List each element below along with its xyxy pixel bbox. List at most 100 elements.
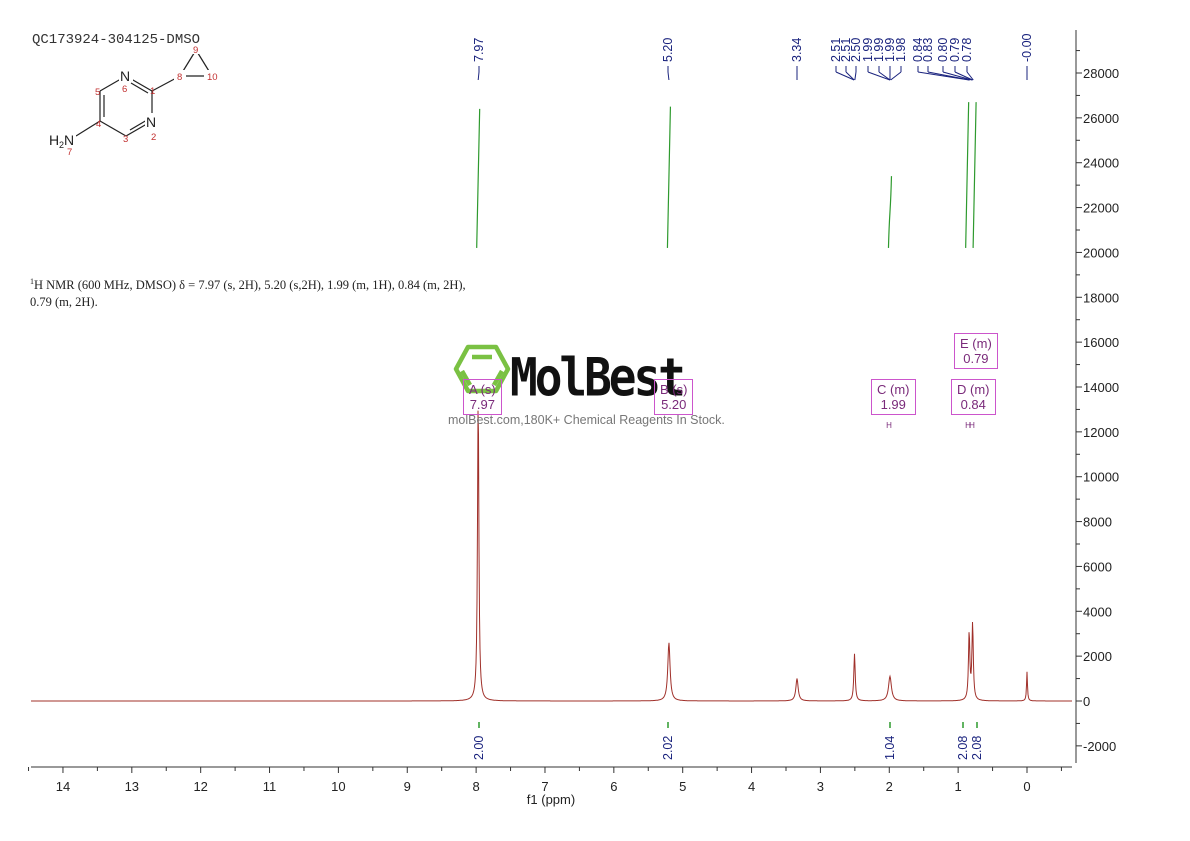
x-tick-label: 10 (331, 779, 345, 794)
atom-number-9: 9 (193, 45, 198, 56)
atom-number-6: 6 (122, 84, 127, 95)
y-tick-label: 16000 (1083, 335, 1119, 350)
y-tick-label: 2000 (1083, 649, 1112, 664)
peak-label: 1.99 (883, 38, 897, 62)
x-tick-label: 11 (263, 779, 277, 794)
atom-h2n: H (49, 132, 59, 148)
multiplet-box-e: E (m) 0.79 (954, 333, 998, 369)
y-tick-label: -2000 (1083, 739, 1116, 754)
watermark-brand: MolBest (510, 346, 686, 409)
atom-n7: N (64, 132, 74, 148)
integral-value: 2.08 (956, 736, 970, 760)
x-tick-label: 13 (125, 779, 139, 794)
sample-id: QC173924-304125-DMSO (32, 32, 201, 48)
peak-label-connector (966, 71, 974, 81)
peak-label-connector (954, 71, 973, 81)
multiplet-box-c: C (m) 1.99 (871, 379, 916, 415)
atom-number-3: 3 (123, 134, 128, 145)
integral-value: 1.04 (883, 736, 897, 760)
atom-number-8: 8 (177, 72, 182, 83)
peak-label: 0.83 (921, 38, 935, 62)
peak-label: 1.98 (894, 38, 908, 62)
peak-label: 0.80 (936, 38, 950, 62)
y-tick-label: 14000 (1083, 380, 1119, 395)
peak-label: 2.50 (849, 38, 863, 62)
x-tick-label: 0 (1023, 779, 1030, 794)
atom-number-7: 7 (67, 147, 72, 158)
multiplet-h-marker: H (886, 421, 892, 430)
nmr-description: 1H NMR (600 MHz, DMSO) δ = 7.97 (s, 2H),… (30, 277, 466, 310)
x-tick-label: 1 (955, 779, 962, 794)
y-tick-label: 12000 (1083, 425, 1119, 440)
x-tick-label: 7 (541, 779, 548, 794)
peak-label: 7.97 (472, 38, 486, 62)
y-tick-label: 20000 (1083, 245, 1119, 260)
x-tick-label: 6 (610, 779, 617, 794)
y-tick-label: 6000 (1083, 559, 1112, 574)
integral-value: 2.08 (970, 736, 984, 760)
peak-label: 0.79 (948, 38, 962, 62)
integral-value: 2.00 (472, 736, 486, 760)
atom-number-1: 1 (150, 86, 155, 97)
y-tick-label: 18000 (1083, 290, 1119, 305)
multiplet-box-b: B (s) 5.20 (654, 379, 694, 415)
y-tick-label: 8000 (1083, 515, 1112, 530)
peak-label-connector (854, 71, 857, 81)
peak-label-connector (942, 71, 973, 81)
peak-label-connector (867, 71, 891, 81)
multiplet-box-d: D (m) 0.84 (951, 379, 996, 415)
atom-number-10: 10 (207, 72, 218, 83)
peak-label: 1.99 (861, 38, 875, 62)
x-tick-label: 14 (56, 779, 70, 794)
atom-h2n-sub: 2 (59, 140, 64, 150)
x-tick-label: 8 (473, 779, 480, 794)
molbest-logo-icon (453, 344, 511, 394)
peak-label-connector (667, 71, 670, 81)
peak-label: 0.84 (911, 38, 925, 62)
peak-label-connector (878, 71, 891, 81)
y-tick-label: 22000 (1083, 201, 1119, 216)
peak-label-connector (927, 71, 970, 81)
x-tick-label: 3 (817, 779, 824, 794)
atom-number-4: 4 (96, 119, 101, 130)
integral-curve (887, 176, 893, 248)
y-tick-label: 24000 (1083, 156, 1119, 171)
peak-label: 2.51 (829, 38, 843, 62)
molecule-structure (75, 49, 213, 137)
peak-label-connector (835, 71, 855, 81)
peak-label: 2.51 (839, 38, 853, 62)
integral-curve (965, 102, 970, 248)
integral-value: 2.02 (661, 736, 675, 760)
integral-curve (972, 102, 977, 248)
y-tick-label: 4000 (1083, 604, 1112, 619)
multiplet-h-marker: H (969, 421, 975, 430)
peak-label: 5.20 (661, 38, 675, 62)
y-tick-label: 0 (1083, 694, 1090, 709)
integral-curve (476, 108, 481, 248)
y-tick-label: 26000 (1083, 111, 1119, 126)
atom-number-5: 5 (95, 87, 100, 98)
atom-n6: N (120, 68, 130, 84)
x-tick-label: 5 (679, 779, 686, 794)
peak-label-connector (845, 71, 855, 81)
peak-label: 3.34 (790, 38, 804, 62)
x-tick-label: 4 (748, 779, 755, 794)
peak-label: 0.78 (960, 38, 974, 62)
y-tick-label: 28000 (1083, 66, 1119, 81)
y-tick-label: 10000 (1083, 470, 1119, 485)
x-tick-label: 2 (886, 779, 893, 794)
x-tick-label: 9 (404, 779, 411, 794)
x-tick-label: 12 (193, 779, 207, 794)
spectrum-line (31, 410, 1072, 702)
x-axis-label: f1 (ppm) (527, 792, 575, 807)
watermark-tagline: molBest.com,180K+ Chemical Reagents In S… (448, 413, 725, 427)
peak-label: 1.99 (872, 38, 886, 62)
peak-label: -0.00 (1020, 33, 1034, 62)
multiplet-box-a: A (s) 7.97 (463, 379, 502, 415)
integral-curve (666, 106, 672, 248)
atom-n2: N (146, 114, 156, 130)
peak-label-connector (890, 71, 902, 81)
atom-number-2: 2 (151, 132, 156, 143)
peak-label-connector (477, 71, 480, 81)
